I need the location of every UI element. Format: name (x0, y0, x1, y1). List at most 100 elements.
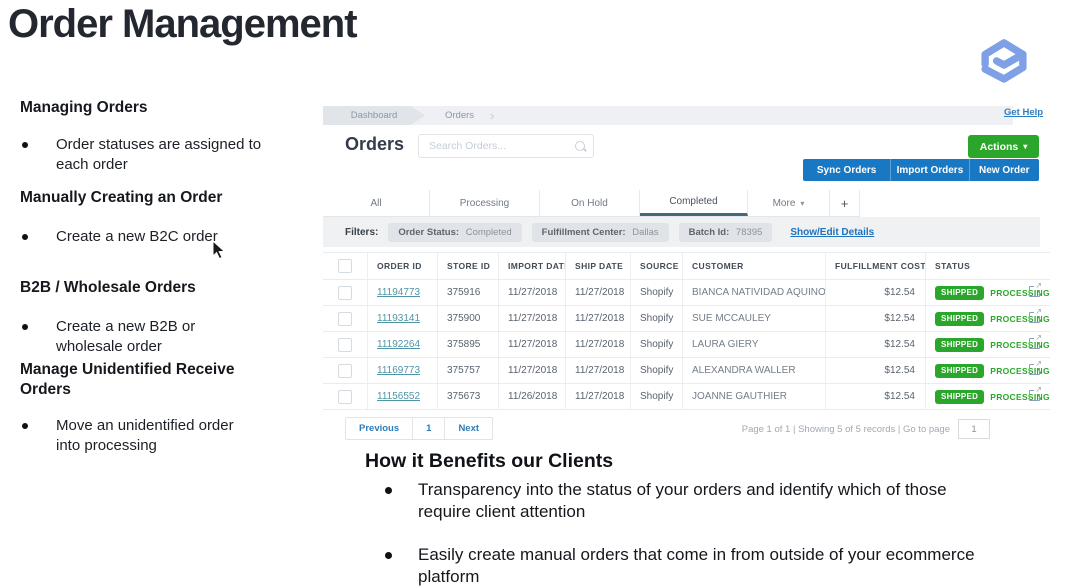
source-cell: Shopify (631, 384, 683, 409)
column-header-customer: CUSTOMER (683, 253, 826, 279)
store-id-cell: 375916 (438, 280, 499, 305)
column-header-store-id: STORE ID (438, 253, 499, 279)
get-help-link[interactable]: Get Help (1004, 107, 1044, 118)
status-text: PROCESSING (990, 339, 1050, 350)
bullet-dot (385, 487, 392, 494)
section-heading-b2b-wholesale: B2B / Wholesale Orders (20, 279, 196, 296)
order-id-link[interactable]: 11169773 (377, 365, 421, 376)
bullet-text: Create a new B2C order (56, 228, 218, 245)
external-link-icon[interactable] (1029, 333, 1042, 349)
filter-chip-fulfillment-center[interactable]: Fulfillment Center: Dallas (531, 222, 669, 242)
chevron-down-icon: ▾ (800, 198, 805, 208)
tab-on-hold[interactable]: On Hold (540, 190, 640, 216)
table-row: 11156552 375673 11/26/2018 11/27/2018 Sh… (323, 384, 1050, 410)
next-page-button[interactable]: Next (458, 423, 480, 434)
bullet-item: Move an unidentified order into processi… (0, 416, 256, 457)
bullet-text: Create a new B2B or wholesale order (56, 318, 196, 356)
row-checkbox[interactable] (338, 285, 352, 300)
search-input[interactable] (427, 139, 575, 153)
actions-dropdown-menu: Sync Orders Import Orders New Order (803, 159, 1039, 181)
filter-chip-value: Completed (465, 226, 512, 238)
ship-date-cell: 11/27/2018 (566, 332, 631, 357)
row-checkbox[interactable] (338, 363, 352, 378)
shipped-badge: SHIPPED (935, 285, 985, 300)
source-cell: Shopify (631, 332, 683, 357)
customer-cell: SUE MCCAULEY (683, 306, 826, 331)
search-icon (575, 141, 585, 151)
pagination-summary: Page 1 of 1 | Showing 5 of 5 records | G… (640, 419, 990, 439)
column-header-order-id: ORDER ID (368, 253, 438, 279)
mouse-cursor-icon (212, 240, 226, 260)
tab-more-label: More (772, 197, 796, 209)
status-cell: SHIPPED PROCESSING (926, 280, 1050, 305)
tab-more[interactable]: More ▾ (748, 190, 830, 216)
row-checkbox[interactable] (338, 389, 352, 404)
import-date-cell: 11/27/2018 (499, 358, 566, 383)
import-date-cell: 11/27/2018 (499, 280, 566, 305)
filter-chip-name: Batch Id: (688, 226, 730, 238)
fulfillment-cost-cell: $12.54 (826, 332, 926, 357)
store-id-cell: 375757 (438, 358, 499, 383)
filter-chip-value: Dallas (632, 226, 659, 238)
fulfillment-cost-cell: $12.54 (826, 384, 926, 409)
column-header-import-date: IMPORT DATE (499, 253, 566, 279)
import-date-cell: 11/27/2018 (499, 332, 566, 357)
column-header-ship-date: SHIP DATE (566, 253, 631, 279)
column-header-source: SOURCE (631, 253, 683, 279)
store-id-cell: 375900 (438, 306, 499, 331)
add-tab-button[interactable]: + (830, 190, 860, 216)
benefits-heading: How it Benefits our Clients (365, 450, 614, 472)
search-box (418, 134, 594, 158)
select-all-checkbox[interactable] (338, 259, 352, 273)
table-header-row: ORDER ID STORE ID IMPORT DATE SHIP DATE … (323, 253, 1050, 280)
breadcrumb-item-orders[interactable]: Orders (445, 110, 475, 121)
order-id-link[interactable]: 11192264 (377, 339, 421, 350)
order-status-tabs: All Processing On Hold Completed More ▾ … (323, 190, 860, 217)
show-edit-details-link[interactable]: Show/Edit Details (790, 226, 875, 238)
bullet-dot (385, 552, 392, 559)
breadcrumb-item-dashboard[interactable]: Dashboard (323, 106, 425, 125)
filter-chip-name: Order Status: (398, 226, 460, 238)
chevron-down-icon: ▾ (1023, 142, 1028, 151)
customer-cell: JOANNE GAUTHIER (683, 384, 826, 409)
row-checkbox[interactable] (338, 337, 352, 352)
external-link-icon[interactable] (1029, 307, 1042, 323)
filter-chip-order-status[interactable]: Order Status: Completed (388, 222, 522, 242)
shipped-badge: SHIPPED (935, 337, 985, 352)
tab-processing[interactable]: Processing (430, 190, 540, 216)
go-to-page-input[interactable] (958, 419, 990, 439)
status-text: PROCESSING (990, 365, 1050, 376)
benefit-bullet: Easily create manual orders that come in… (385, 544, 978, 587)
bullet-item: Create a new B2B or wholesale order (0, 317, 211, 358)
tab-completed[interactable]: Completed (640, 190, 748, 216)
actions-button[interactable]: Actions ▾ (968, 135, 1039, 158)
table-row: 11194773 375916 11/27/2018 11/27/2018 Sh… (323, 280, 1050, 306)
previous-page-button[interactable]: Previous (346, 418, 414, 439)
menu-item-import-orders[interactable]: Import Orders (891, 159, 970, 181)
fulfillment-cost-cell: $12.54 (826, 280, 926, 305)
status-text: PROCESSING (990, 313, 1050, 324)
order-id-link[interactable]: 11156552 (377, 391, 421, 402)
external-link-icon[interactable] (1029, 359, 1042, 375)
menu-item-sync-orders[interactable]: Sync Orders (803, 159, 892, 181)
shiphero-logo-icon (981, 39, 1027, 83)
external-link-icon[interactable] (1029, 281, 1042, 297)
row-checkbox[interactable] (338, 311, 352, 326)
source-cell: Shopify (631, 280, 683, 305)
order-id-link[interactable]: 11194773 (377, 287, 421, 298)
filter-chip-value: 78395 (735, 226, 763, 238)
store-id-cell: 375895 (438, 332, 499, 357)
ship-date-cell: 11/27/2018 (566, 306, 631, 331)
tab-all[interactable]: All (323, 190, 430, 216)
orders-table: ORDER ID STORE ID IMPORT DATE SHIP DATE … (323, 252, 1050, 410)
external-link-icon[interactable] (1029, 385, 1042, 401)
bullet-dot (22, 142, 28, 148)
menu-item-new-order[interactable]: New Order (979, 164, 1030, 176)
bullet-text: Easily create manual orders that come in… (418, 545, 975, 586)
order-id-link[interactable]: 11193141 (377, 313, 421, 324)
page-number-button[interactable]: 1 (413, 418, 446, 439)
section-heading-manually-creating: Manually Creating an Order (20, 189, 223, 206)
filter-chip-batch-id[interactable]: Batch Id: 78395 (678, 222, 773, 242)
breadcrumb: Dashboard Orders › (323, 106, 1013, 125)
